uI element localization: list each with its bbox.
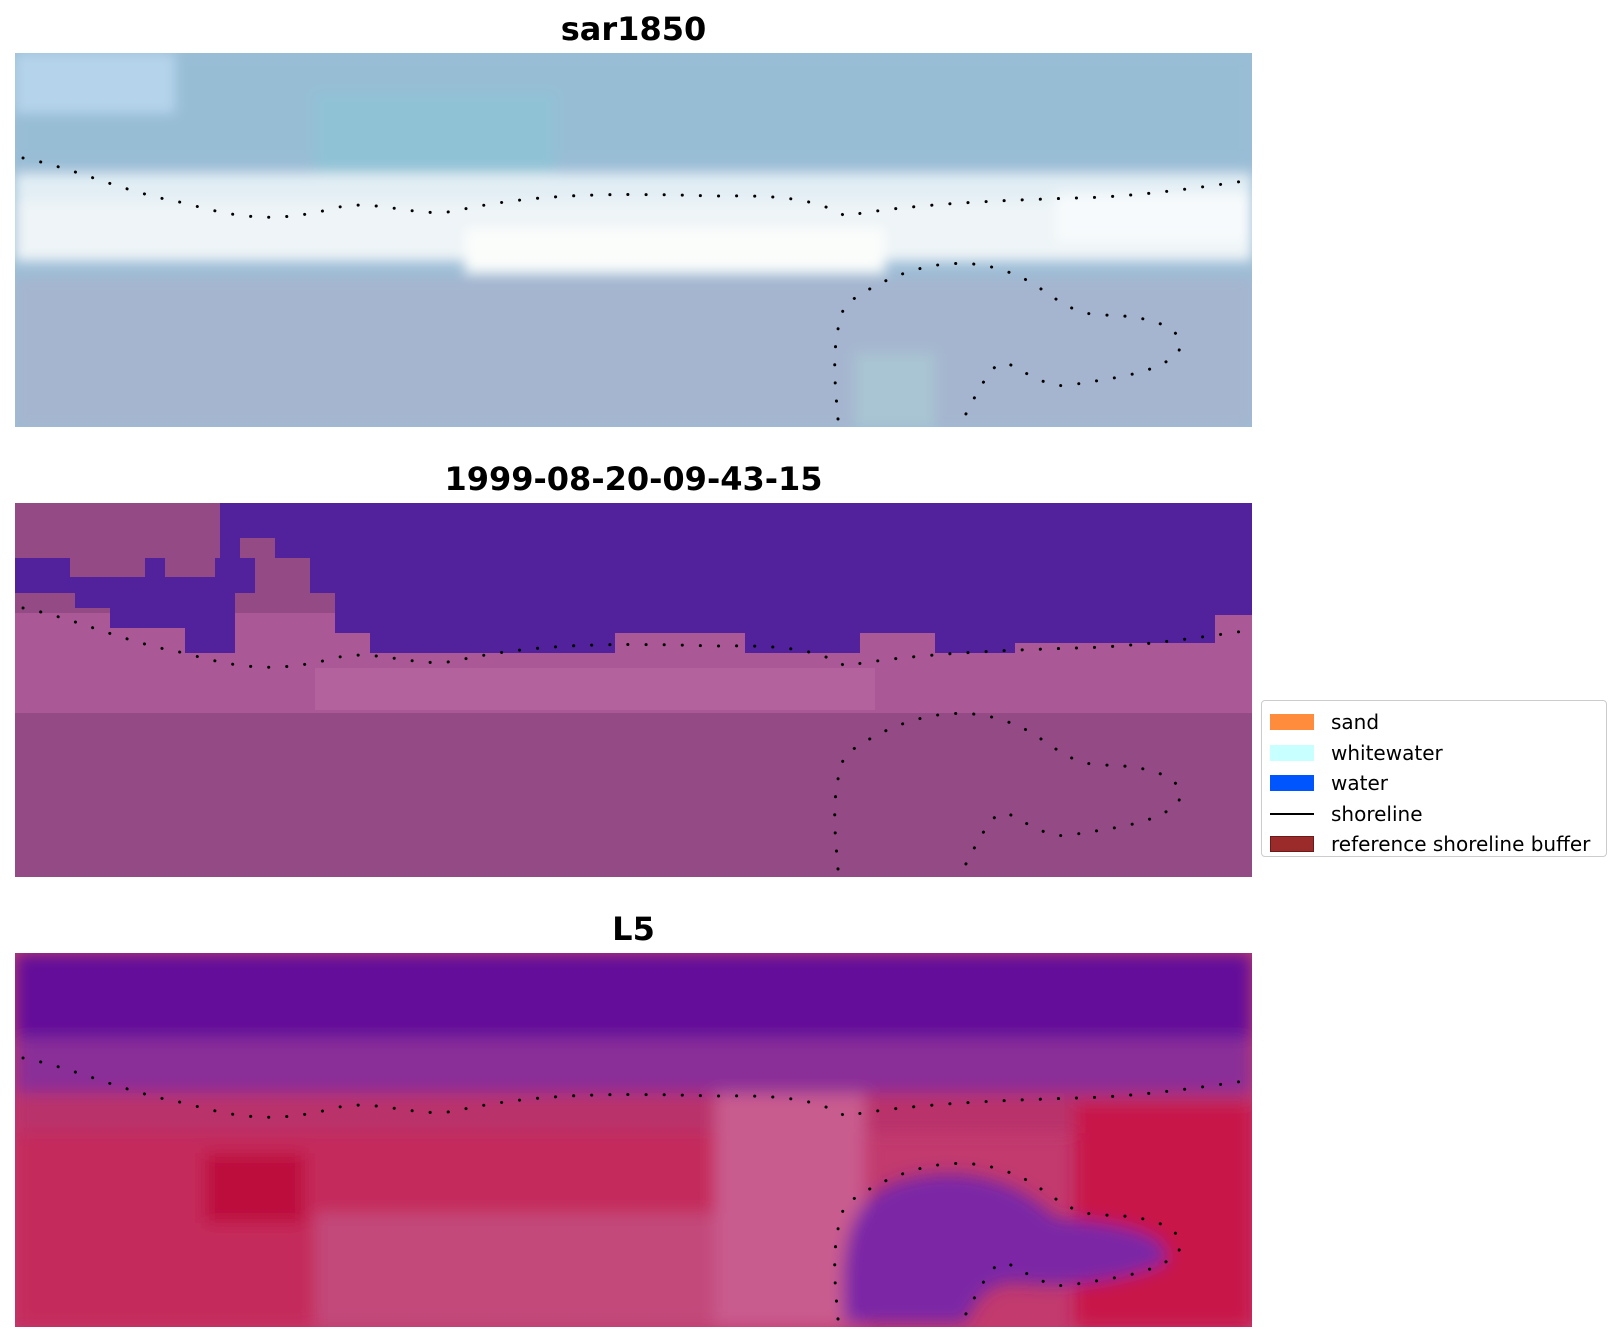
reference-buffer-swatch xyxy=(1270,836,1314,853)
water-swatch xyxy=(1270,775,1314,792)
image-texture xyxy=(15,53,1252,427)
legend-item-reference-buffer: reference shoreline buffer xyxy=(1270,829,1598,860)
classification-panel xyxy=(15,503,1252,877)
index-panel xyxy=(15,953,1252,1327)
image-texture xyxy=(15,953,1252,1327)
panel-title-1: sar1850 xyxy=(560,10,707,48)
legend-item-sand: sand xyxy=(1270,707,1598,738)
legend-item-shoreline: shoreline xyxy=(1270,799,1598,830)
sand-swatch xyxy=(1270,714,1314,731)
shoreline-line-swatch xyxy=(1270,812,1314,815)
legend: sand whitewater water shoreline referenc… xyxy=(1261,700,1607,857)
water-region-left xyxy=(15,558,255,653)
water-region xyxy=(220,503,1252,653)
legend-label-water: water xyxy=(1331,771,1388,796)
legend-label-sand: sand xyxy=(1331,710,1380,735)
rgb-image-panel xyxy=(15,53,1252,427)
whitewater-swatch xyxy=(1270,744,1314,761)
legend-label-whitewater: whitewater xyxy=(1331,740,1443,765)
legend-item-whitewater: whitewater xyxy=(1270,738,1598,769)
panel-title-2: 1999-08-20-09-43-15 xyxy=(444,460,823,498)
legend-item-water: water xyxy=(1270,768,1598,799)
legend-label-shoreline: shoreline xyxy=(1331,801,1423,826)
legend-label-reference-buffer: reference shoreline buffer xyxy=(1331,832,1591,857)
panel-title-3: L5 xyxy=(612,910,655,948)
